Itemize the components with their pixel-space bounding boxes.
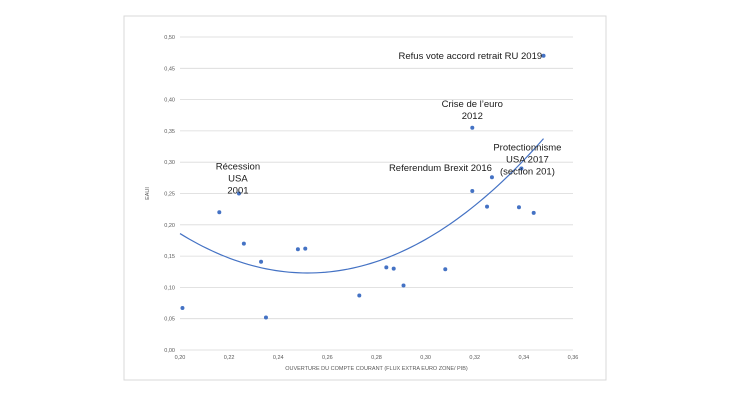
annotation-label: Crise de l’euro 2012 [442,99,503,122]
gridlines [180,36,573,351]
data-point [295,247,300,252]
x-tick-label: 0,36 [568,355,579,361]
trendline [179,138,544,274]
y-tick-label: 0,50 [164,35,175,41]
y-tick-label: 0,30 [164,160,175,166]
chart-frame [123,15,607,381]
annotation-label: Protectionnisme USA 2017 (section 201) [493,142,561,177]
data-point [391,266,396,271]
data-point [259,259,264,264]
y-tick-label: 0,05 [164,317,175,323]
x-tick-label: 0,26 [322,355,333,361]
annotation-label: Refus vote accord retrait RU 2019 [399,51,543,62]
data-point [180,306,185,311]
y-tick-label: 0,35 [164,129,175,135]
y-tick-label: 0,20 [164,223,175,229]
x-tick-label: 0,20 [175,355,186,361]
y-tick-labels: 0,00 0,05 0,10 0,15 0,20 0,25 0,30 0,35 0,40 0,45… [164,35,175,354]
data-point [516,205,521,210]
x-axis-title: OUVERTURE DU COMPTE COURANT (FLUX EXTRA … [285,366,468,372]
data-point [519,166,524,171]
x-tick-label: 0,28 [371,355,382,361]
data-point [470,188,475,193]
y-tick-label: 0,00 [164,348,175,354]
x-tick-label: 0,22 [224,355,235,361]
y-tick-label: 0,45 [164,66,175,72]
data-point [217,210,222,215]
x-tick-label: 0,32 [469,355,480,361]
x-tick-label: 0,34 [519,355,530,361]
annotation-label: Récession USA 2001 [216,162,260,197]
data-point [401,283,406,288]
annotations: Refus vote accord retrait RU 2019 Crise d… [216,51,562,197]
y-tick-label: 0,15 [164,254,175,260]
data-point [489,175,494,180]
data-point [384,265,389,270]
y-axis-title: EAUI [145,187,151,200]
data-point [357,293,362,298]
data-point [485,204,490,209]
data-point [531,210,536,215]
x-tick-label: 0,24 [273,355,284,361]
y-tick-label: 0,10 [164,285,175,291]
y-tick-label: 0,25 [164,192,175,198]
x-tick-label: 0,30 [420,355,431,361]
x-tick-labels: 0,20 0,22 0,24 0,26 0,28 0,30 0,32 0,34 0,36 [175,355,579,361]
data-point [236,191,241,196]
annotation-label: Referendum Brexit 2016 [389,163,492,174]
data-point [541,53,546,58]
data-point [303,246,308,251]
data-point [470,125,475,130]
data-point [263,315,268,320]
data-point [443,267,448,272]
y-tick-label: 0,40 [164,98,175,104]
data-point [241,241,246,246]
data-points [180,53,546,320]
